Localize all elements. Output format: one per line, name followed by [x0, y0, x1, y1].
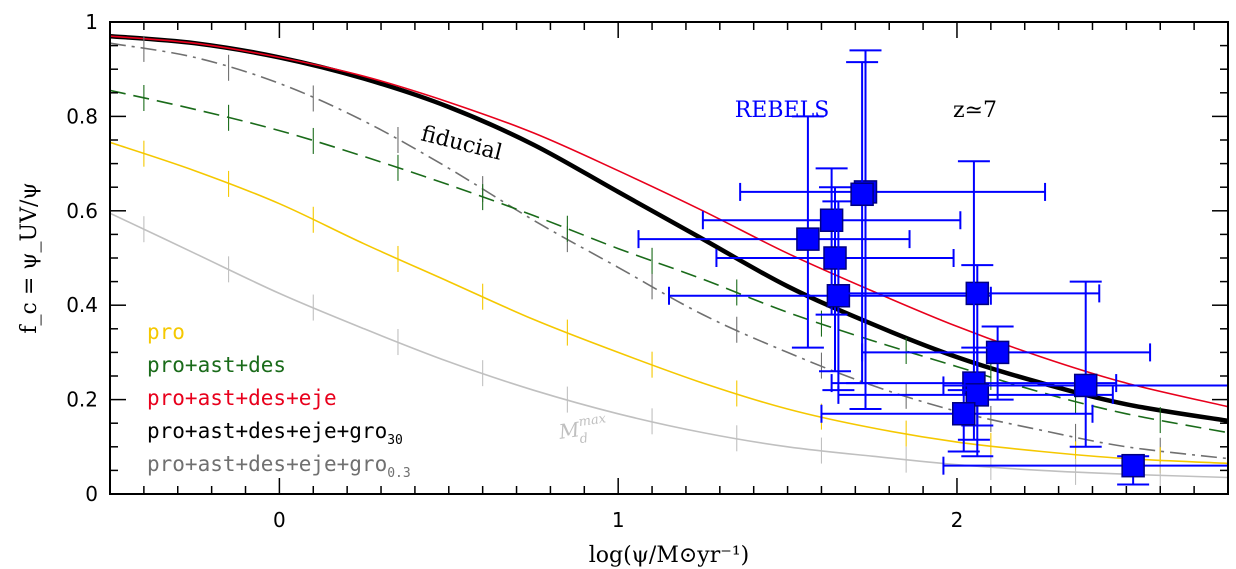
- mdmax-label: Mdmax: [556, 411, 610, 450]
- y-tick-label: 0: [85, 482, 98, 506]
- mdmax-sub: d: [579, 431, 589, 447]
- rebels-marker: [819, 208, 844, 232]
- rebels-marker: [985, 340, 1010, 365]
- legend-label: pro+ast+des+eje+gro: [147, 419, 387, 443]
- curve-pro_ast_des_eje: [110, 35, 1228, 408]
- curve-pro_ast_des: [110, 89, 1228, 434]
- rebels-marker: [965, 281, 990, 306]
- y-axis-title: f_c = ψ_UV/ψ: [17, 182, 42, 333]
- y-tick-label: 0.2: [66, 388, 98, 412]
- mdmax-main: M: [556, 417, 581, 444]
- y-tick-label: 0.4: [66, 293, 98, 317]
- legend-item: pro+ast+des+eje+gro0.3: [147, 452, 411, 481]
- rebels-marker: [826, 284, 851, 308]
- legend-item: pro+ast+des+eje+gro30: [147, 419, 403, 448]
- rebels-point: [701, 167, 962, 316]
- legend-label: pro+ast+des+eje: [147, 386, 337, 410]
- curve-mdmax: [110, 212, 1228, 479]
- y-tick-label: 0.6: [66, 199, 98, 223]
- legend-item: pro: [147, 320, 185, 344]
- legend-label: pro: [147, 320, 185, 344]
- rebels-point: [715, 186, 955, 373]
- rebels-point: [837, 346, 1114, 458]
- curve-pro: [110, 141, 1228, 465]
- legend: pro pro+ast+des pro+ast+des+eje pro+ast+des…: [147, 320, 411, 481]
- fiducial-label: fiducial: [419, 122, 505, 166]
- legend-label: pro+ast+des: [147, 353, 286, 377]
- rebels-point: [668, 200, 992, 392]
- rebels-marker: [1121, 453, 1145, 478]
- rebels-points: [637, 49, 1228, 486]
- rebels-marker: [796, 227, 820, 251]
- rebels-point: [830, 264, 1101, 427]
- y-tick-label: 0.8: [66, 104, 98, 128]
- curve-gro03: [110, 42, 1228, 460]
- rebels-point: [846, 61, 879, 385]
- legend-sub: 30: [387, 433, 403, 448]
- x-tick-label: 0: [273, 508, 286, 532]
- rebels-marker: [951, 402, 976, 426]
- rebels-point: [637, 115, 911, 349]
- rebels-point: [830, 160, 1118, 441]
- y-tick-label: 1: [85, 10, 98, 34]
- rebels-label: REBELS: [735, 98, 830, 123]
- rebels-point: [942, 453, 1228, 486]
- rebels-point: [861, 325, 1152, 401]
- rebels-point: [820, 389, 1094, 453]
- legend-label: pro+ast+des+eje+gro: [147, 452, 387, 476]
- axes: 0 1 2 0 0.2 0.4 0.6 0.8 1 log(ψ/M⊙yr⁻¹) f_c = ψ_UV…: [17, 10, 1229, 568]
- x-tick-label: 1: [612, 508, 625, 532]
- mdmax-sup: max: [578, 411, 608, 430]
- rebels-marker: [1073, 373, 1098, 398]
- legend-item: pro+ast+des: [147, 353, 286, 377]
- redshift-label: z≃7: [953, 98, 997, 123]
- rebels-point: [942, 280, 1228, 448]
- legend-item: pro+ast+des+eje: [147, 386, 337, 410]
- rebels-marker: [823, 246, 847, 270]
- rebels-marker: [850, 182, 874, 207]
- legend-sub: 0.3: [387, 466, 410, 481]
- x-tick-label: 2: [951, 508, 964, 532]
- x-axis-title: log(ψ/M⊙yr⁻¹): [589, 543, 750, 568]
